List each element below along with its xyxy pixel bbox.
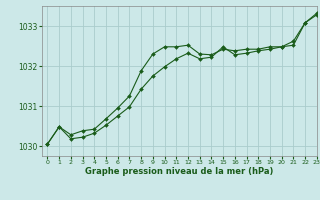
X-axis label: Graphe pression niveau de la mer (hPa): Graphe pression niveau de la mer (hPa): [85, 167, 273, 176]
